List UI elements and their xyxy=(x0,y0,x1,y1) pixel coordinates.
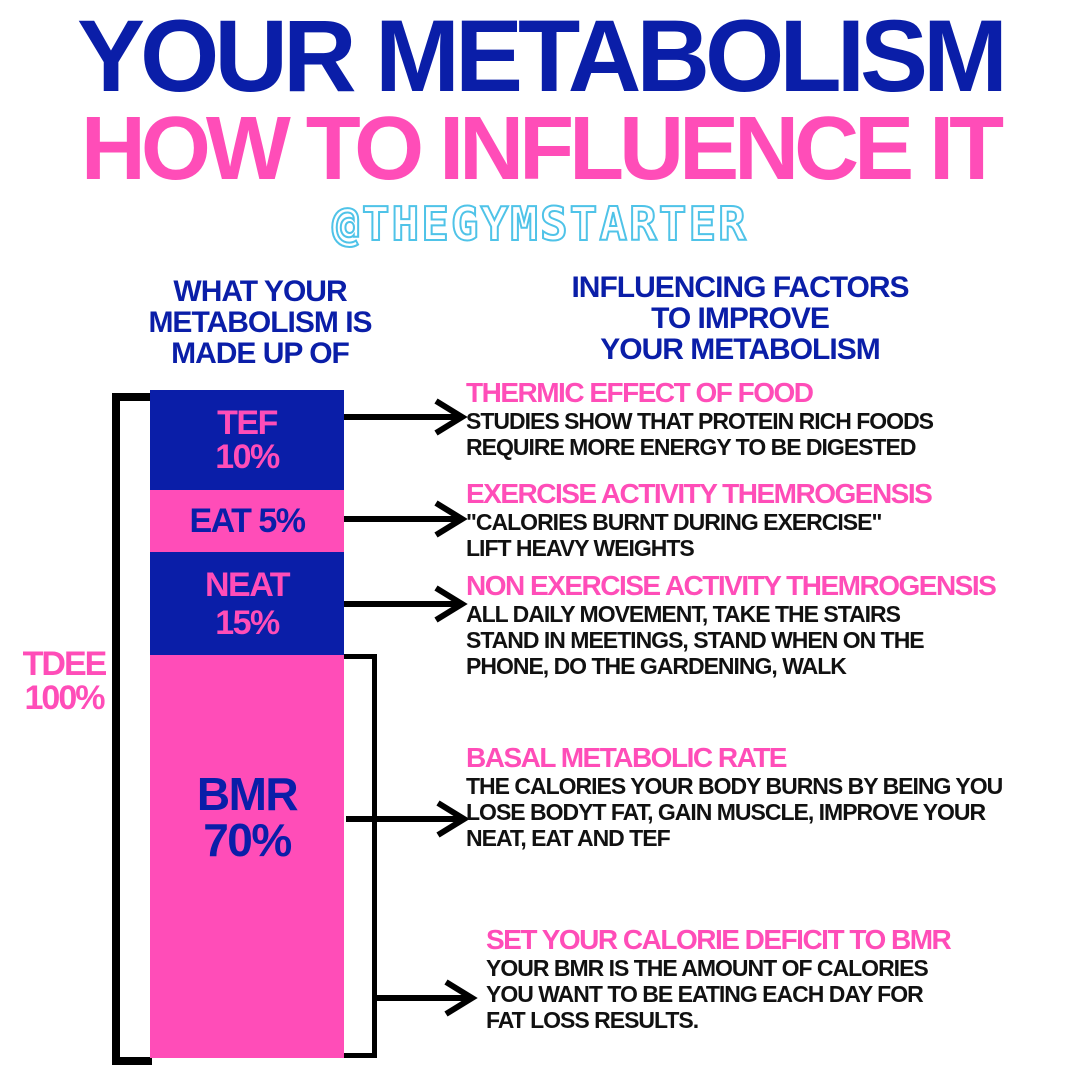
factor-line: PHONE, DO THE GARDENING, WALK xyxy=(466,653,847,679)
segment-neat-label: NEAT xyxy=(204,565,291,604)
segment-neat-percent: 15% xyxy=(215,603,280,642)
factor-calorie-deficit: SET YOUR CALORIE DEFICIT TO BMR YOUR BMR… xyxy=(486,924,952,1034)
factor-title: EXERCISE ACTIVITY THEMROGENSIS xyxy=(466,478,933,509)
segment-bmr-percent: 70% xyxy=(203,813,292,866)
segment-neat: NEAT 15% xyxy=(150,552,344,655)
tdee-bracket xyxy=(112,393,152,1065)
factor-line: LOSE BODYT FAT, GAIN MUSCLE, IMPROVE YOU… xyxy=(466,799,986,825)
factor-line: NEAT, EAT AND TEF xyxy=(466,825,671,851)
factor-line: STAND IN MEETINGS, STAND WHEN ON THE xyxy=(466,627,925,653)
factor-bmr: BASAL METABOLIC RATE THE CALORIES YOUR B… xyxy=(466,742,1003,852)
factor-neat: NON EXERCISE ACTIVITY THEMROGENSIS ALL D… xyxy=(466,570,997,680)
left-heading-line: MADE UP OF xyxy=(171,337,350,370)
tdee-label-percent: 100% xyxy=(24,679,106,717)
segment-bmr: BMR 70% xyxy=(150,655,344,1058)
factor-line: LIFT HEAVY WEIGHTS xyxy=(466,535,695,561)
right-heading-line: YOUR METABOLISM xyxy=(600,333,880,366)
right-heading-line: TO IMPROVE xyxy=(651,302,830,335)
factor-line: YOUR BMR IS THE AMOUNT OF CALORIES xyxy=(486,955,929,981)
factor-eat: EXERCISE ACTIVITY THEMROGENSIS "CALORIES… xyxy=(466,478,933,562)
left-heading-line: WHAT YOUR xyxy=(173,275,347,308)
left-column-heading: WHAT YOUR METABOLISM IS MADE UP OF xyxy=(120,276,400,369)
factor-description: ALL DAILY MOVEMENT, TAKE THE STAIRS STAN… xyxy=(466,601,995,679)
arrow-right-icon xyxy=(346,800,470,838)
factor-tef: THERMIC EFFECT OF FOOD STUDIES SHOW THAT… xyxy=(466,377,934,461)
page-subtitle: HOW TO INFLUENCE IT xyxy=(80,99,1004,199)
page-title: YOUR METABOLISM xyxy=(76,0,1008,113)
factor-title: THERMIC EFFECT OF FOOD xyxy=(466,377,814,408)
tdee-label: TDEE 100% xyxy=(14,647,114,715)
tdee-label-name: TDEE xyxy=(22,645,108,683)
right-column-heading: INFLUENCING FACTORS TO IMPROVE YOUR META… xyxy=(540,272,940,365)
segment-eat-label: EAT 5% xyxy=(189,502,306,540)
arrow-right-icon xyxy=(372,979,478,1017)
factor-title: SET YOUR CALORIE DEFICIT TO BMR xyxy=(486,924,952,955)
factor-line: THE CALORIES YOUR BODY BURNS BY BEING YO… xyxy=(466,773,1003,799)
factor-line: YOU WANT TO BE EATING EACH DAY FOR xyxy=(486,981,924,1007)
factor-line: "CALORIES BURNT DURING EXERCISE" xyxy=(466,509,882,535)
segment-eat: EAT 5% xyxy=(150,490,344,552)
social-handle: @THEGYMSTARTER xyxy=(331,196,748,252)
arrow-right-icon xyxy=(344,585,468,623)
factor-line: STUDIES SHOW THAT PROTEIN RICH FOODS xyxy=(466,408,934,434)
factor-line: ALL DAILY MOVEMENT, TAKE THE STAIRS xyxy=(466,601,901,627)
segment-tef-label: TEF xyxy=(217,404,278,442)
factor-description: YOUR BMR IS THE AMOUNT OF CALORIES YOU W… xyxy=(486,955,950,1033)
arrow-right-icon xyxy=(344,500,468,538)
segment-tef-percent: 10% xyxy=(215,438,280,476)
factor-description: "CALORIES BURNT DURING EXERCISE" LIFT HE… xyxy=(466,509,931,561)
bmr-bracket xyxy=(344,654,377,1058)
left-heading-line: METABOLISM IS xyxy=(148,306,372,339)
segment-tef: TEF 10% xyxy=(150,390,344,490)
arrow-right-icon xyxy=(344,398,468,436)
factor-line: FAT LOSS RESULTS. xyxy=(486,1007,699,1033)
factor-title: NON EXERCISE ACTIVITY THEMROGENSIS xyxy=(466,570,997,601)
factor-line: REQUIRE MORE ENERGY TO BE DIGESTED xyxy=(466,434,917,460)
factor-description: STUDIES SHOW THAT PROTEIN RICH FOODS REQ… xyxy=(466,408,934,460)
right-heading-line: INFLUENCING FACTORS xyxy=(571,271,909,304)
factor-title: BASAL METABOLIC RATE xyxy=(466,742,788,773)
factor-description: THE CALORIES YOUR BODY BURNS BY BEING YO… xyxy=(466,773,1003,851)
segment-bmr-label: BMR xyxy=(196,767,299,820)
